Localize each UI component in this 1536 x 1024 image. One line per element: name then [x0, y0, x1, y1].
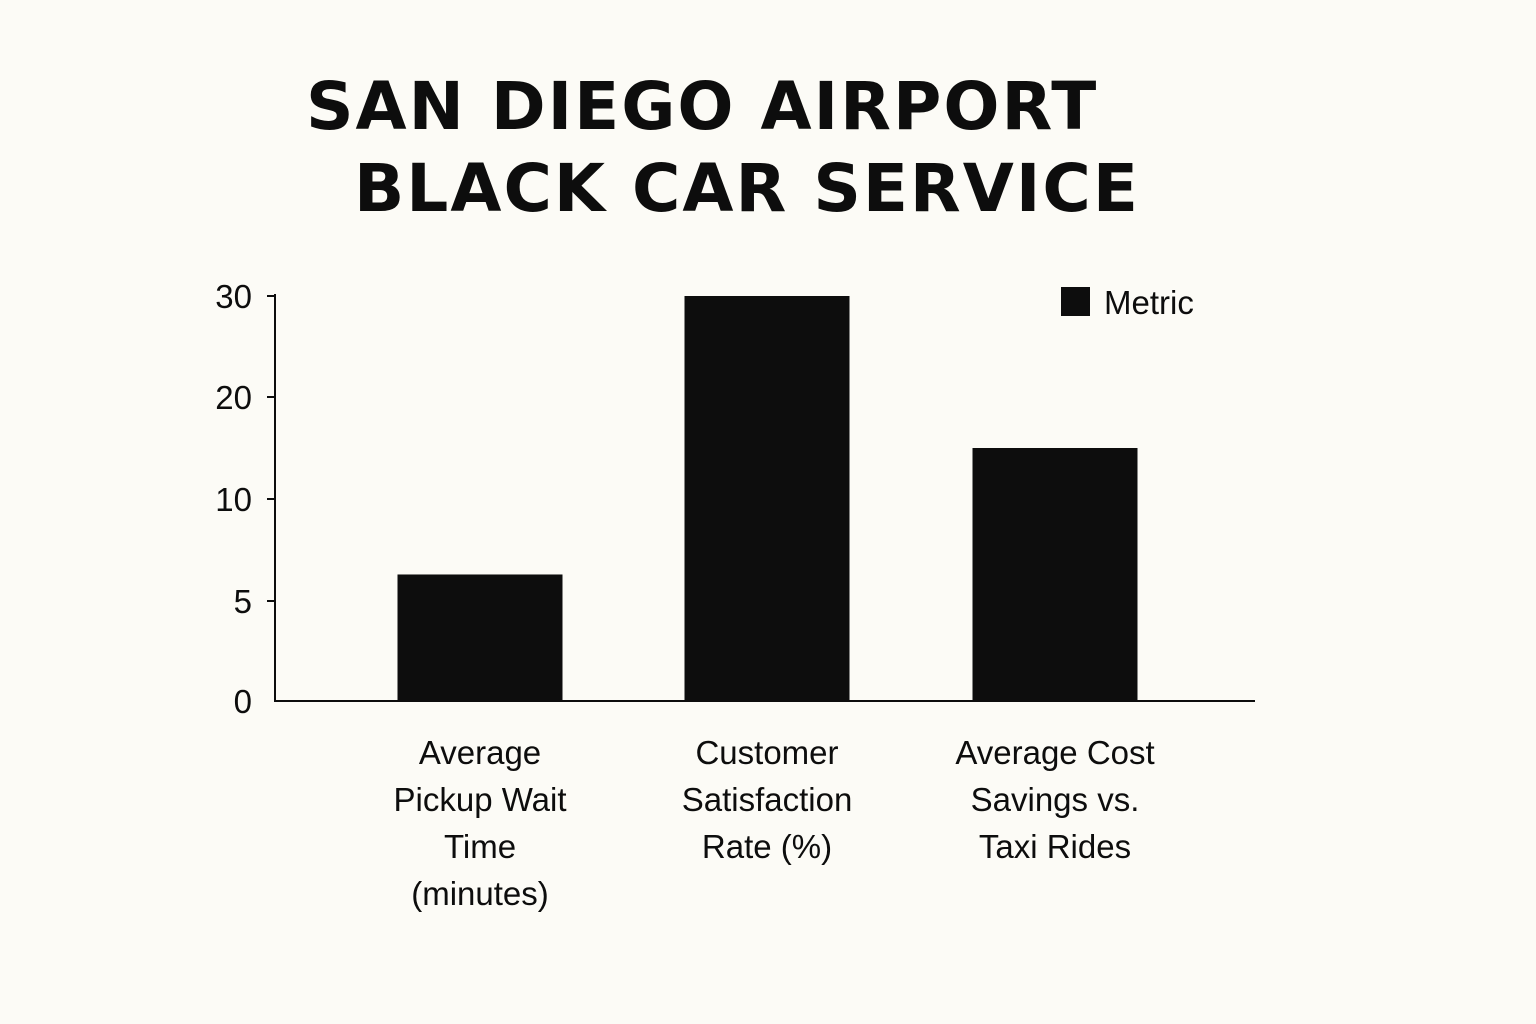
x-tick-label-customer-satisfaction: Customer Satisfaction Rate (%) — [681, 734, 853, 865]
y-tick-label: 30 — [215, 278, 252, 315]
bar — [972, 448, 1138, 701]
bar — [684, 296, 850, 701]
y-tick-label: 5 — [234, 583, 252, 620]
y-tick-label: 20 — [215, 379, 252, 416]
y-axis-ticks: 0 5 10 20 30 — [215, 278, 275, 720]
bar-series-metric — [397, 296, 1138, 701]
y-tick-label: 0 — [234, 683, 252, 720]
legend-label-metric: Metric — [1104, 284, 1194, 321]
legend-swatch-metric — [1061, 287, 1090, 316]
x-tick-label-cost-savings: Average Cost Savings vs. Taxi Rides — [955, 734, 1155, 865]
chart-title-line-1: SAN DIEGO AIRPORT — [306, 68, 1099, 145]
chart-title-line-2: BLACK CAR SERVICE — [354, 150, 1140, 227]
bar — [397, 574, 563, 701]
y-tick-label: 10 — [215, 481, 252, 518]
x-tick-label-pickup-wait-time: Average Pickup Wait Time (minutes) — [393, 734, 567, 912]
